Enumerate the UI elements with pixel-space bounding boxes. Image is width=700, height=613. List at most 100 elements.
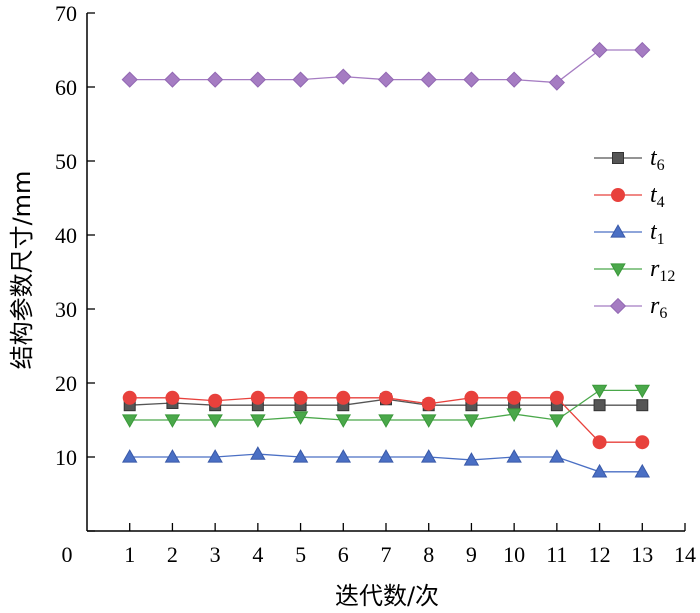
data-point [634,41,651,59]
series-layer [121,41,651,478]
data-point [250,414,266,428]
data-point [636,399,649,412]
data-point [207,71,224,88]
data-point [591,41,608,59]
data-point [378,449,394,463]
data-point [463,414,480,428]
data-point [121,449,138,463]
data-point [249,71,266,88]
data-point [164,449,181,463]
y-tick-label: 70 [55,1,77,26]
x-tick-label: 5 [295,542,306,567]
data-point [420,71,437,88]
data-point [549,449,565,463]
data-point [463,71,480,88]
x-tick-label: 6 [338,542,349,567]
data-point [377,71,395,88]
data-point [293,390,308,405]
x-tick-label: 0 [62,542,73,567]
data-point [121,71,138,88]
x-tick-label: 13 [631,542,653,567]
x-tick-label: 1 [124,542,135,567]
y-tick-label: 10 [55,445,77,470]
legend-marker [610,224,626,238]
data-point [464,390,479,405]
legend-marker [610,263,626,277]
data-point [506,408,522,422]
data-point [592,435,607,450]
data-point [335,414,352,428]
legend-label: t1 [650,219,665,248]
data-point [634,463,651,478]
data-point [164,71,181,88]
legend-label: t4 [650,182,665,211]
data-point [122,390,137,405]
x-tick-label: 3 [210,542,221,567]
legend-marker [609,297,627,315]
x-axis-title: 迭代数/次 [335,582,439,610]
x-tick-label: 8 [423,542,434,567]
data-point [593,399,606,412]
x-tick-label: 11 [546,542,567,567]
x-tick-label: 14 [674,542,696,567]
x-tick-label: 9 [466,542,477,567]
data-point [421,396,436,411]
data-point [250,446,266,460]
y-tick-label: 20 [55,371,77,396]
legend-marker [611,188,625,202]
data-point [378,414,394,428]
x-tick-label: 7 [381,542,392,567]
legend-label: r12 [650,256,675,285]
data-point [506,71,523,88]
legend-entry: t1 [594,219,665,248]
series-r12 [121,384,651,428]
legend-entry: t6 [594,145,665,174]
series-r6 [121,41,651,91]
y-tick-label: 40 [55,223,77,248]
data-point [250,390,265,405]
data-point [549,390,564,405]
data-point [121,414,138,428]
data-point [335,68,352,85]
data-point [164,414,181,428]
data-point [292,71,309,88]
y-tick-label: 30 [55,297,77,322]
data-point [207,414,223,428]
series-t4 [122,390,650,450]
data-point [292,411,309,425]
data-point [634,384,651,399]
data-point [635,435,650,450]
data-point [207,449,223,463]
x-tick-label: 10 [503,542,525,567]
data-point [420,414,437,428]
legend-label: t6 [650,145,665,174]
data-point [506,449,522,463]
data-point [292,449,309,463]
data-point [336,390,351,405]
data-point [420,449,437,463]
data-point [591,384,608,399]
data-point [548,74,565,91]
y-tick-label: 50 [55,149,77,174]
data-point [208,393,223,408]
data-point [165,390,180,405]
x-tick-label: 4 [252,542,263,567]
data-point [379,390,393,405]
x-tick-label: 12 [589,542,611,567]
series-t1 [121,446,651,478]
legend: t6 t4 t1 r12 r6 [594,145,675,322]
data-point [591,463,608,478]
data-point [335,449,352,463]
legend-label: r6 [650,293,667,322]
data-point [549,414,565,428]
legend-entry: t4 [594,182,665,211]
legend-marker [612,152,624,164]
y-axis-title: 结构参数尺寸/mm [8,171,36,370]
x-tick-label: 2 [167,542,178,567]
y-tick-label: 60 [55,75,77,100]
legend-entry: r12 [594,256,675,285]
data-point [463,452,480,466]
legend-entry: r6 [594,293,667,322]
